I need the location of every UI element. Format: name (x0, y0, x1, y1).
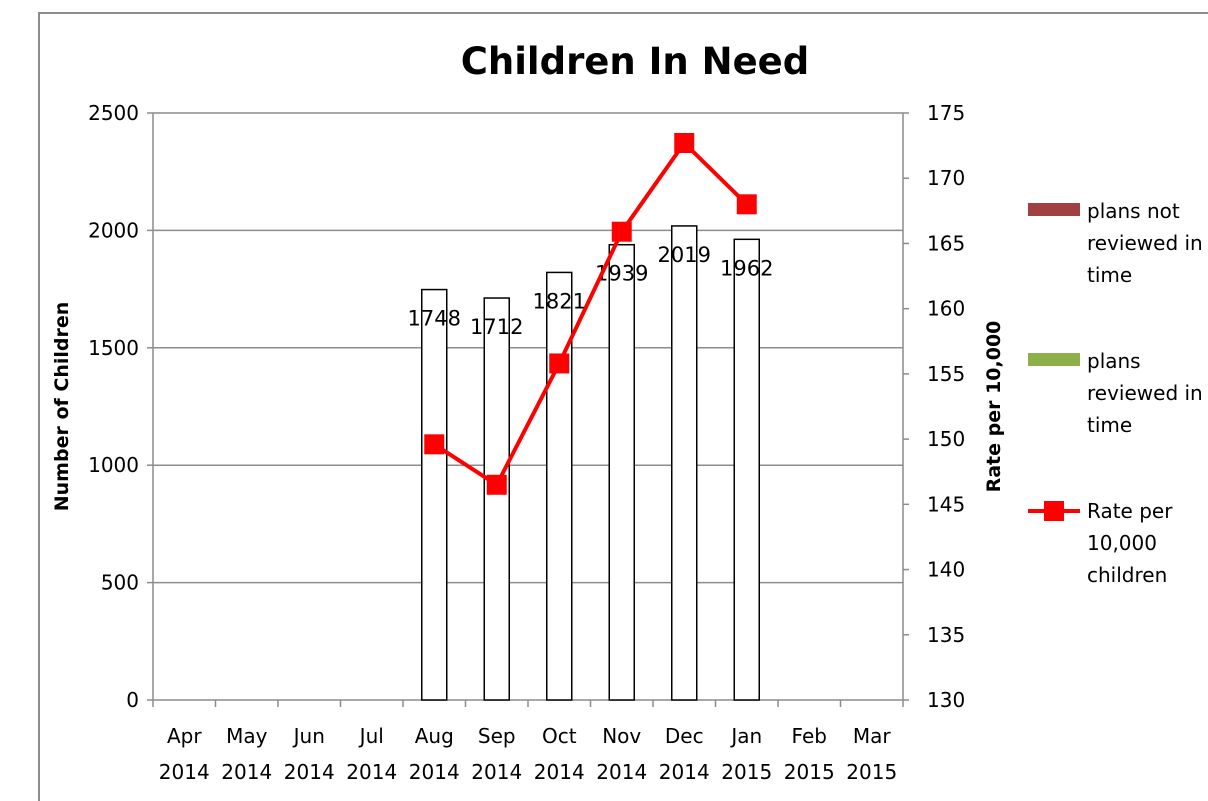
legend-label: 10,000 (1087, 531, 1157, 555)
x-tick-label-year: 2014 (534, 760, 585, 784)
bar (546, 271, 573, 701)
x-tick-label-month: Nov (602, 724, 641, 748)
y-tick-label: 1500 (88, 336, 139, 360)
x-tick-label-year: 2014 (659, 760, 710, 784)
y2-tick-label: 160 (927, 297, 965, 321)
x-tick-label-month: Apr (167, 724, 202, 748)
x-tick-label-year: 2014 (471, 760, 522, 784)
bar (483, 297, 510, 701)
bar-data-label: 1748 (408, 307, 461, 331)
x-tick-label-month: May (226, 724, 268, 748)
y-tick-label: 1000 (88, 453, 139, 477)
chart-title: Children In Need (460, 40, 810, 83)
x-tick-label-month: Jun (292, 724, 325, 748)
x-tick-label-month: Jan (729, 724, 762, 748)
y2-tick-label: 155 (927, 362, 965, 386)
y2-tick-label: 145 (927, 492, 965, 516)
y-tick-label: 500 (101, 571, 139, 595)
x-tick-label-year: 2014 (346, 760, 397, 784)
y-tick-label: 2500 (88, 101, 139, 125)
x-tick-label-year: 2014 (284, 760, 335, 784)
legend-label: children (1087, 563, 1167, 587)
y2-tick-label: 130 (927, 688, 965, 712)
rate-marker (549, 353, 570, 374)
y-axis-title: Number of Children (51, 302, 73, 512)
x-tick-label-month: Aug (415, 724, 454, 748)
x-tick-label-year: 2014 (221, 760, 272, 784)
legend-swatch (1028, 203, 1080, 216)
y2-tick-label: 150 (927, 427, 965, 451)
y2-tick-label: 135 (927, 623, 965, 647)
legend-label: plans not (1087, 199, 1180, 223)
y2-tick-label: 170 (927, 166, 965, 190)
legend-label: reviewed in (1087, 381, 1203, 405)
rate-marker (486, 474, 507, 495)
legend-swatch-marker (1044, 501, 1064, 521)
rate-marker (611, 221, 632, 242)
legend-label: time (1087, 263, 1132, 287)
x-tick-label-month: Sep (478, 724, 516, 748)
x-tick-label-year: 2015 (784, 760, 835, 784)
y2-tick-label: 165 (927, 231, 965, 255)
legend-label: reviewed in (1087, 231, 1203, 255)
y2-axis-title: Rate per 10,000 (983, 321, 1005, 493)
bar (421, 288, 448, 701)
x-tick-label-month: Feb (792, 724, 827, 748)
legend-label: plans (1087, 349, 1141, 373)
y2-tick-label: 175 (927, 101, 965, 125)
x-tick-label-year: 2015 (721, 760, 772, 784)
x-tick-label-year: 2014 (596, 760, 647, 784)
x-tick-label-month: Oct (542, 724, 577, 748)
rate-line (433, 141, 749, 487)
rate-marker (736, 194, 757, 215)
x-tick-label-month: Mar (853, 724, 892, 748)
bar (671, 225, 698, 701)
bar-data-label: 1962 (720, 256, 773, 280)
legend-label: Rate per (1087, 499, 1173, 523)
bar (733, 238, 760, 701)
x-tick-label-year: 2014 (409, 760, 460, 784)
x-tick-label-month: Jul (358, 724, 384, 748)
bar-data-label: 2019 (658, 243, 711, 267)
x-tick-label-year: 2014 (159, 760, 210, 784)
rate-marker (674, 133, 695, 154)
x-tick-label-month: Dec (665, 724, 704, 748)
rate-marker (424, 434, 445, 455)
bar-data-label: 1821 (533, 289, 586, 313)
legend-swatch (1028, 353, 1080, 366)
x-tick-label-year: 2015 (846, 760, 897, 784)
y-tick-label: 0 (126, 688, 139, 712)
y2-tick-label: 140 (927, 558, 965, 582)
bar-data-label: 1712 (470, 315, 523, 339)
bar (608, 243, 635, 701)
legend-label: time (1087, 413, 1132, 437)
y-tick-label: 2000 (88, 218, 139, 242)
